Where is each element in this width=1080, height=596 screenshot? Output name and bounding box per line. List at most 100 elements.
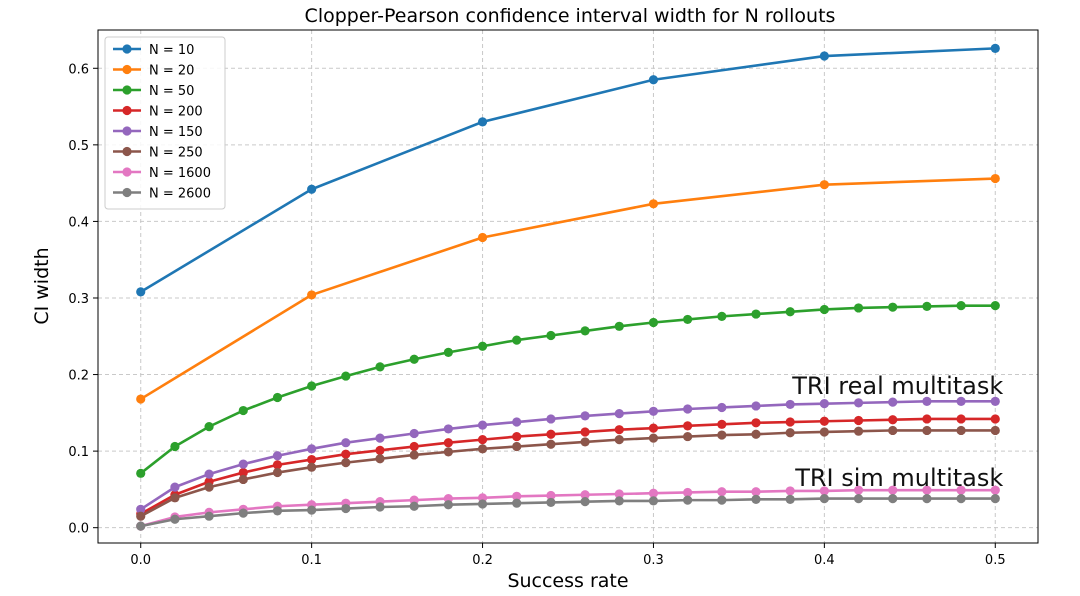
legend-swatch-marker (122, 126, 132, 136)
data-point (956, 485, 966, 495)
data-point (648, 433, 659, 443)
data-point (238, 467, 248, 478)
data-point (683, 487, 693, 498)
data-point (136, 504, 146, 514)
data-point (136, 287, 146, 297)
data-point (512, 491, 522, 501)
data-point (648, 488, 659, 498)
legend-swatch-marker (122, 44, 132, 54)
data-point (648, 406, 659, 416)
y-tick-label: 0.1 (68, 445, 89, 460)
series-line (139, 304, 996, 475)
series-n-50 (136, 301, 1000, 478)
data-point (580, 437, 590, 447)
legend-swatch-marker (122, 146, 132, 157)
data-point (546, 497, 556, 508)
series-n-2600 (136, 493, 1000, 531)
series-layer (136, 43, 1000, 531)
legend-item: N = 2600 (113, 187, 211, 202)
y-tick-label: 0.2 (68, 369, 89, 384)
data-point (853, 303, 864, 313)
data-point (717, 487, 727, 497)
data-point (853, 485, 864, 495)
data-point (341, 449, 351, 459)
legend-label: N = 20 (149, 64, 194, 79)
data-point (648, 317, 659, 328)
data-point (546, 439, 556, 449)
data-point (477, 499, 488, 509)
data-point (512, 335, 522, 345)
data-point (204, 469, 214, 479)
y-axis-label: CI width (31, 247, 53, 324)
data-point (307, 444, 317, 454)
data-point (648, 75, 659, 85)
data-point (922, 396, 932, 406)
data-point (512, 441, 522, 452)
data-point (546, 330, 556, 341)
data-point (512, 417, 522, 427)
data-point (580, 326, 590, 336)
data-point (648, 423, 659, 433)
data-point (477, 232, 488, 243)
data-point (272, 392, 283, 403)
data-point (853, 398, 864, 408)
tick-layer: 0.0 0.1 0.2 0.3 0.4 0.5 0.0 0.1 0.2 0.3 0.4 0.5 0.6 (68, 62, 1005, 568)
x-tick-label: 0.4 (814, 553, 835, 568)
data-point (272, 506, 283, 516)
series-line (140, 488, 996, 528)
data-point (341, 438, 351, 448)
data-point (922, 493, 932, 504)
legend: N = 10 N = 20 N = 50 N = 200 N = 150 N = 250 N… (104, 36, 226, 210)
series-n-10 (136, 43, 1000, 297)
series-n-150 (136, 396, 1000, 514)
data-point (580, 411, 590, 421)
data-point (375, 502, 385, 512)
data-point (717, 402, 727, 413)
data-point (375, 445, 385, 455)
legend-item: N = 50 (113, 84, 194, 99)
data-point (956, 414, 966, 424)
data-point (648, 199, 659, 209)
legend-item: N = 250 (113, 146, 203, 161)
data-point (272, 467, 283, 478)
data-point (204, 482, 214, 492)
data-point (409, 428, 419, 439)
data-point (546, 429, 556, 439)
data-point (512, 498, 522, 508)
data-point (614, 321, 624, 331)
data-point (580, 490, 590, 500)
data-point (853, 493, 864, 504)
data-point (751, 429, 761, 439)
data-point (272, 451, 283, 461)
series-line (140, 417, 996, 516)
data-point (990, 173, 1000, 184)
series-line (140, 177, 996, 401)
y-tick-label: 0.4 (68, 215, 89, 230)
data-point (922, 301, 932, 312)
data-point (375, 362, 385, 372)
data-point (375, 433, 385, 443)
data-point (307, 184, 317, 194)
data-point (785, 399, 795, 410)
data-point (307, 290, 317, 300)
data-point (341, 503, 351, 514)
data-point (990, 414, 1000, 424)
data-point (990, 301, 1000, 311)
data-point (785, 417, 795, 427)
data-point (683, 421, 693, 431)
legend-label: N = 10 (149, 43, 194, 58)
data-point (136, 468, 146, 478)
legend-label: N = 150 (149, 125, 203, 140)
annotation-text: TRI sim multitask (794, 464, 1003, 492)
legend-label: N = 1600 (149, 166, 211, 181)
data-point (477, 420, 488, 430)
series-n-200 (136, 414, 1000, 519)
data-point (546, 490, 556, 501)
data-point (443, 424, 453, 434)
data-point (409, 441, 419, 452)
data-point (238, 459, 248, 469)
data-point (717, 495, 727, 505)
data-point (307, 454, 317, 465)
data-point (888, 493, 898, 504)
data-point (888, 415, 898, 425)
